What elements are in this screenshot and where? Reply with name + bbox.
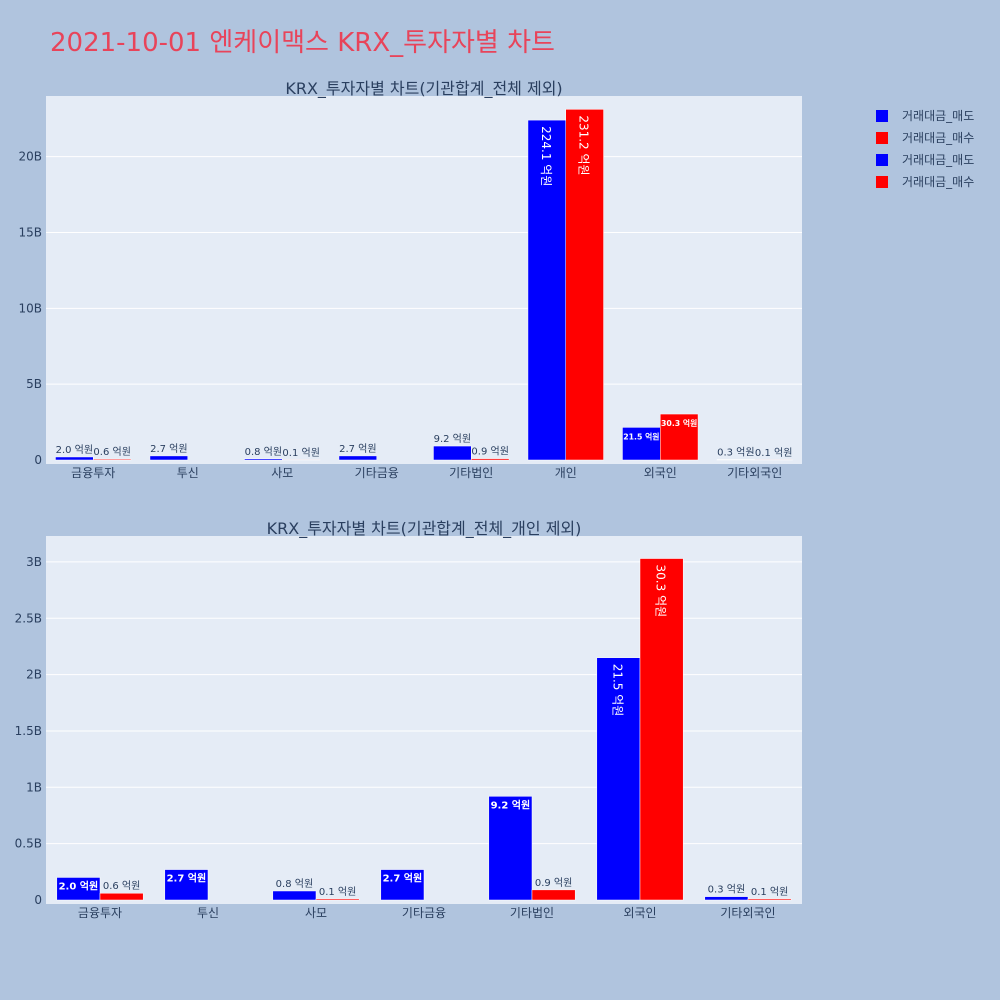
y-tick-label: 3B — [26, 555, 42, 569]
x-tick-label: 투신 — [197, 906, 219, 920]
data-label: 21.5 억원 — [623, 431, 659, 441]
bar-sell[interactable] — [596, 657, 641, 901]
x-tick-label: 외국인 — [644, 466, 677, 480]
bar-sell[interactable] — [380, 869, 425, 901]
data-label: 2.7 억원 — [339, 443, 376, 455]
bar-buy[interactable] — [99, 892, 144, 901]
chart-title: KRX_투자자별 차트(기관합계_전체 제외) — [285, 79, 562, 99]
data-label: 2.0 억원 — [59, 879, 99, 892]
data-label: 0.8 억원 — [276, 878, 313, 890]
data-label: 231.2 억원 — [577, 115, 591, 175]
x-tick-label: 금융투자 — [71, 466, 115, 480]
bar-sell[interactable] — [149, 455, 188, 461]
bar-sell[interactable] — [622, 427, 661, 461]
data-label: 0.6 억원 — [103, 880, 140, 892]
legend-item-label[interactable]: 거래대금_매수 — [902, 131, 974, 145]
data-label: 21.5 억원 — [610, 664, 624, 717]
data-label: 2.7 억원 — [150, 443, 187, 455]
bar-buy[interactable] — [565, 109, 604, 461]
y-tick-label: 1B — [26, 780, 42, 794]
x-tick-label: 투신 — [177, 466, 199, 480]
bar-sell[interactable] — [164, 869, 209, 901]
legend-item-label[interactable]: 거래대금_매수 — [902, 175, 974, 189]
y-tick-label: 2.5B — [15, 611, 42, 625]
y-tick-label: 2B — [26, 668, 42, 682]
y-tick-label: 10B — [18, 301, 42, 315]
data-label: 2.7 억원 — [383, 872, 423, 885]
legend-swatch[interactable] — [876, 176, 888, 188]
data-label: 0.9 억원 — [471, 446, 508, 458]
data-label: 0.1 억원 — [755, 447, 792, 459]
bar-sell[interactable] — [488, 796, 533, 901]
bar-buy[interactable] — [93, 458, 132, 461]
data-label: 2.7 억원 — [167, 872, 207, 885]
bar-buy[interactable] — [315, 898, 360, 901]
y-tick-label: 0 — [34, 893, 42, 907]
x-tick-label: 기타법인 — [510, 906, 554, 920]
legend-item-label[interactable]: 거래대금_매도 — [902, 109, 974, 123]
data-label: 0.8 억원 — [245, 446, 282, 458]
bar-sell[interactable] — [338, 455, 378, 461]
data-label: 0.1 억원 — [751, 886, 788, 898]
legend-swatch[interactable] — [876, 110, 888, 122]
bar-buy[interactable] — [471, 458, 510, 461]
bar-sell[interactable] — [527, 119, 567, 461]
y-tick-label: 15B — [18, 226, 42, 240]
x-tick-label: 외국인 — [623, 906, 656, 920]
chart-title: KRX_투자자별 차트(기관합계_전체_개인 제외) — [267, 519, 582, 539]
data-label: 0.3 억원 — [708, 884, 745, 896]
data-label: 2.0 억원 — [56, 444, 93, 456]
data-label: 9.2 억원 — [434, 433, 471, 445]
x-tick-label: 기타금융 — [355, 466, 399, 480]
data-label: 9.2 억원 — [491, 798, 531, 811]
data-label: 0.6 억원 — [93, 446, 130, 458]
bar-sell[interactable] — [244, 458, 283, 461]
x-tick-label: 기타법인 — [449, 466, 493, 480]
legend-swatch[interactable] — [876, 132, 888, 144]
legend-item-label[interactable]: 거래대금_매도 — [902, 153, 974, 167]
data-label: 30.3 억원 — [661, 418, 697, 428]
bar-buy[interactable] — [747, 898, 792, 901]
data-label: 0.1 억원 — [282, 447, 319, 459]
x-tick-label: 금융투자 — [78, 906, 122, 920]
bar-sell[interactable] — [272, 890, 317, 901]
x-tick-label: 기타외국인 — [727, 466, 782, 480]
bar-sell[interactable] — [433, 445, 472, 461]
y-tick-label: 1.5B — [15, 724, 42, 738]
bar-buy[interactable] — [531, 889, 576, 901]
chart-1: 0 5B 10B 15B 20B KRX_투자자별 차트(기관합계_전체 제외) 금융투자 2… — [18, 79, 802, 480]
plot-area — [46, 536, 802, 904]
plot-area — [46, 96, 802, 464]
x-tick-label: 기타금융 — [402, 906, 446, 920]
data-label: 0.9 억원 — [535, 877, 572, 889]
legend-swatch[interactable] — [876, 154, 888, 166]
x-tick-label: 기타외국인 — [720, 906, 775, 920]
x-tick-label: 사모 — [271, 466, 293, 480]
bar-sell[interactable] — [704, 896, 749, 901]
bar-sell[interactable] — [55, 456, 94, 461]
x-tick-label: 사모 — [305, 906, 327, 920]
page-title: 2021-10-01 엔케이맥스 KRX_투자자별 차트 — [50, 28, 555, 58]
y-tick-label: 20B — [18, 150, 42, 164]
y-tick-label: 0.5B — [15, 837, 42, 851]
data-label: 0.1 억원 — [319, 886, 356, 898]
y-tick-label: 0 — [34, 453, 42, 467]
bar-buy[interactable] — [660, 413, 699, 461]
data-label: 0.3 억원 — [717, 447, 754, 459]
y-tick-label: 5B — [26, 377, 42, 391]
data-label: 224.1 억원 — [539, 126, 553, 186]
data-label: 30.3 억원 — [654, 565, 668, 618]
bar-sell[interactable] — [56, 877, 101, 901]
chart-2: 0 0.5B 1B 1.5B 2B 2.5B 3B KRX_투자자별 차트(기관합계_전체_개… — [15, 519, 802, 920]
bar-buy[interactable] — [639, 558, 684, 901]
x-tick-label: 개인 — [555, 466, 577, 480]
